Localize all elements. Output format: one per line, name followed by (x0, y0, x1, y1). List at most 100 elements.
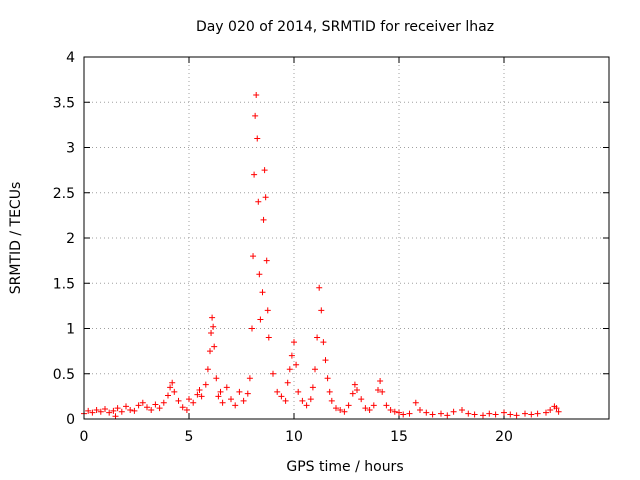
data-point (251, 171, 258, 178)
data-point (387, 406, 394, 413)
data-point (219, 399, 226, 406)
data-point (501, 409, 507, 416)
data-point (351, 381, 358, 388)
data-point (513, 412, 520, 419)
data-point (534, 410, 541, 417)
data-point (284, 379, 291, 386)
tick-labels: 0 0.5 1 1.5 2 2.5 3 3.5 4 0 5 10 15 20 (53, 50, 513, 445)
data-point (139, 399, 146, 406)
y-tick-label: 3 (66, 141, 75, 157)
data-point (288, 352, 295, 359)
data-point (211, 343, 218, 350)
data-point (194, 391, 201, 398)
data-point (492, 411, 499, 418)
data-point (391, 408, 398, 415)
data-point (522, 410, 528, 417)
data-point (349, 390, 356, 397)
data-point (175, 397, 182, 404)
data-point (465, 410, 472, 417)
data-point (358, 396, 365, 403)
data-point (190, 399, 197, 406)
data-point (254, 135, 261, 142)
data-point (244, 390, 251, 397)
data-point (274, 388, 281, 395)
data-point (263, 257, 270, 264)
data-point (299, 397, 306, 404)
data-point (295, 388, 302, 395)
data-point (144, 404, 150, 411)
data-point (204, 366, 211, 373)
data-point (261, 167, 268, 174)
data-point (377, 377, 384, 384)
data-point (249, 325, 255, 332)
y-tick-label: 1 (66, 322, 75, 338)
data-point (198, 393, 205, 400)
data-point (208, 330, 215, 337)
data-point (282, 397, 289, 404)
y-axis-label: SRMTID / TECUs (8, 182, 24, 295)
data-point (543, 409, 549, 416)
data-point (471, 411, 478, 418)
data-point (202, 381, 209, 388)
axis-ticks (83, 56, 609, 420)
data-point (85, 407, 92, 414)
data-point (112, 413, 119, 420)
data-point (148, 406, 155, 413)
x-axis-label: GPS time / hours (286, 459, 403, 475)
data-point (97, 408, 104, 415)
data-point (118, 408, 125, 415)
data-point (341, 408, 348, 415)
data-point (165, 392, 171, 399)
data-point (322, 357, 329, 364)
data-point (480, 412, 486, 419)
data-point (250, 253, 257, 260)
data-point (213, 375, 220, 382)
data-point (260, 216, 267, 223)
data-point (326, 388, 333, 395)
data-point (303, 402, 310, 409)
data-point (257, 316, 264, 323)
data-point (127, 406, 134, 413)
data-point (196, 387, 203, 394)
data-point (553, 405, 560, 412)
data-point (236, 388, 243, 395)
data-point (406, 410, 413, 417)
data-point (246, 375, 253, 382)
y-tick-label: 0.5 (53, 367, 75, 383)
x-tick-label: 15 (390, 429, 408, 445)
data-point (278, 393, 285, 400)
data-point (156, 405, 163, 412)
y-tick-label: 1.5 (53, 276, 75, 292)
data-point (160, 399, 167, 406)
data-point (354, 387, 360, 394)
data-point (333, 405, 339, 412)
data-point (486, 410, 493, 417)
data-point (318, 307, 325, 314)
data-point (383, 402, 390, 409)
data-point (444, 412, 451, 419)
data-point (507, 411, 514, 418)
data-point (228, 396, 234, 403)
data-point (286, 366, 293, 373)
data-point (207, 348, 213, 355)
x-tick-label: 5 (185, 429, 194, 445)
data-points (81, 92, 562, 420)
data-point (262, 194, 269, 201)
data-point (417, 406, 423, 413)
data-point (183, 406, 190, 413)
data-point (312, 366, 318, 373)
y-tick-label: 2.5 (53, 186, 75, 202)
y-tick-label: 0 (66, 412, 75, 428)
data-point (215, 393, 222, 400)
data-point (102, 406, 108, 413)
data-point (114, 405, 121, 412)
x-tick-label: 0 (80, 429, 89, 445)
data-point (309, 384, 316, 391)
x-tick-label: 10 (285, 429, 303, 445)
data-point (320, 339, 327, 346)
data-point (265, 334, 272, 341)
data-point (459, 406, 465, 413)
y-tick-label: 4 (66, 50, 75, 66)
data-point (429, 411, 436, 418)
data-point (270, 370, 276, 377)
